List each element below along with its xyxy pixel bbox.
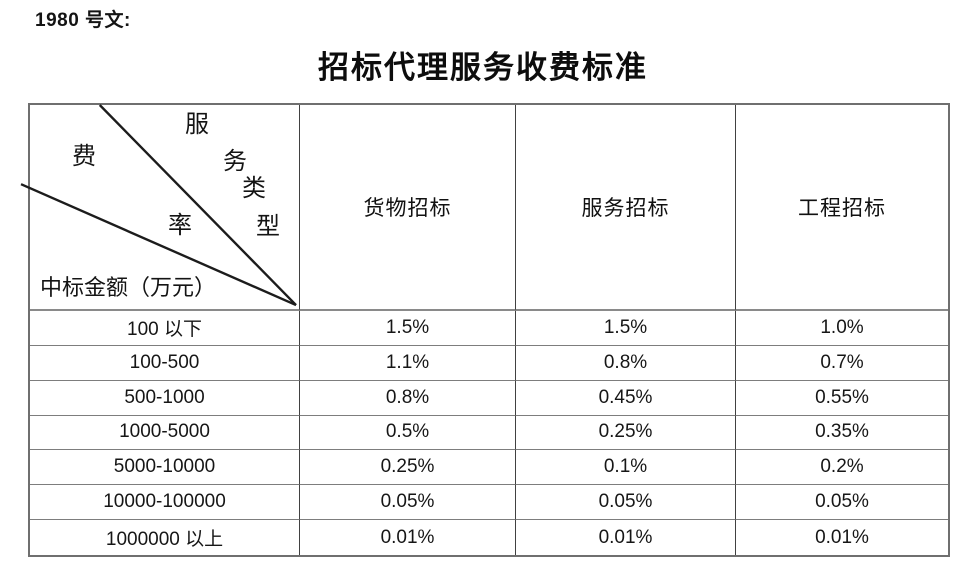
row-label: 100 以下 [30, 311, 300, 346]
doc-ref-label: 1980 号文: [35, 10, 131, 31]
diagonal-divider-lines [20, 104, 297, 307]
fee-value-goods: 0.05% [300, 485, 516, 521]
fee-value-service: 0.45% [516, 380, 736, 416]
corner-service-char-4: 型 [256, 214, 280, 240]
row-label: 500-1000 [30, 380, 300, 416]
fee-value-engineering: 1.0% [736, 311, 948, 346]
row-label: 100-500 [30, 345, 300, 381]
fee-value-engineering: 0.55% [736, 381, 948, 416]
fee-value-goods: 0.01% [300, 520, 516, 555]
fee-value-goods: 0.8% [300, 380, 516, 416]
fee-value-service: 0.01% [516, 520, 736, 555]
fee-value-engineering: 0.01% [815, 526, 869, 548]
corner-fee-char-1: 费 [72, 144, 96, 170]
corner-axis-cell: 服 费 务 类 率 型 中标金额（万元） [20, 104, 300, 311]
corner-service-char-3: 类 [242, 176, 266, 202]
fee-value-engineering: 0.2% [736, 450, 948, 486]
fee-value-goods: 0.5% [300, 415, 516, 451]
column-header-service: 服务招标 [516, 105, 736, 311]
row-label: 1000000 以上 [30, 520, 300, 555]
fee-value-service: 0.05% [516, 485, 736, 521]
fee-value-engineering: 0.05% [736, 485, 948, 521]
fee-value-goods: 0.25% [300, 450, 516, 486]
fee-value-goods: 1.5% [300, 311, 516, 346]
row-label: 1000-5000 [30, 415, 300, 451]
corner-service-char-2: 务 [223, 149, 247, 175]
fee-value-engineering: 0.7% [736, 346, 948, 381]
corner-service-char-1: 服 [185, 112, 209, 138]
column-header-engineering: 工程招标 [736, 105, 948, 311]
fee-value-service: 1.5% [516, 311, 736, 346]
fee-standard-table: 服 费 务 类 率 型 中标金额（万元） 货物招标 服务招标 工程招标 100 … [20, 103, 950, 557]
page-title: 招标代理服务收费标准 [318, 50, 648, 85]
fee-value-service: 0.8% [516, 345, 736, 381]
fee-value-engineering: 0.35% [736, 416, 948, 451]
fee-value-service: 0.1% [516, 450, 736, 486]
row-label: 10000-100000 [30, 485, 300, 521]
fee-value-service: 0.25% [516, 415, 736, 451]
corner-amount-label: 中标金额（万元） [40, 275, 217, 300]
column-header-goods: 货物招标 [300, 105, 516, 311]
row-label: 5000-10000 [30, 450, 300, 486]
corner-fee-char-2: 率 [168, 213, 192, 239]
fee-value-goods: 1.1% [300, 345, 516, 381]
